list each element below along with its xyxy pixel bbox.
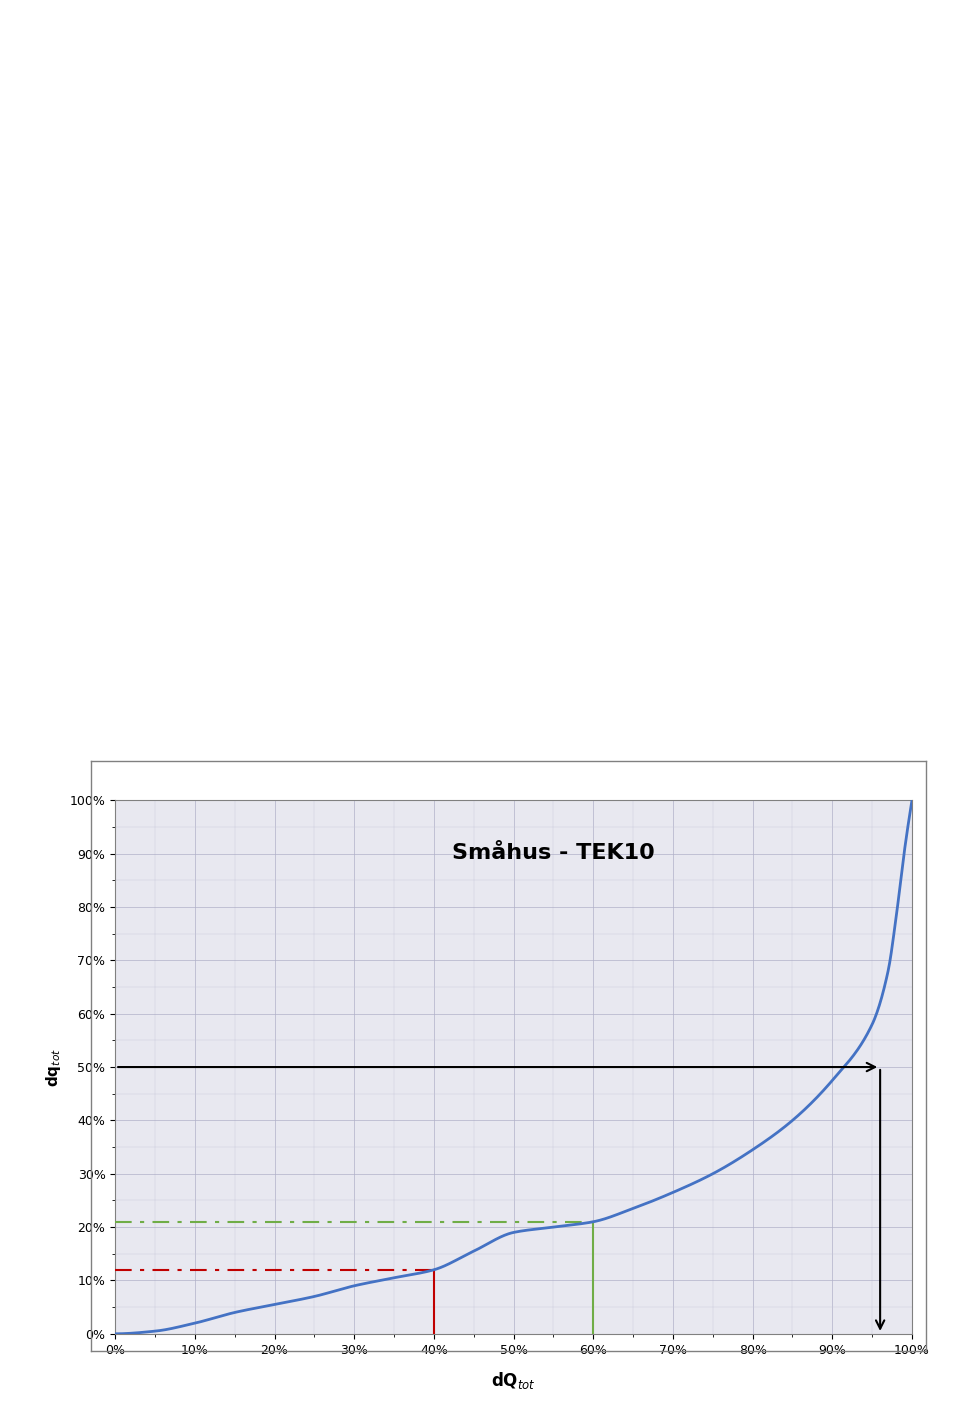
Y-axis label: dq$_{tot}$: dq$_{tot}$ [43,1047,62,1087]
Text: Småhus - TEK10: Småhus - TEK10 [452,842,655,863]
X-axis label: dQ$_{tot}$: dQ$_{tot}$ [492,1370,536,1391]
